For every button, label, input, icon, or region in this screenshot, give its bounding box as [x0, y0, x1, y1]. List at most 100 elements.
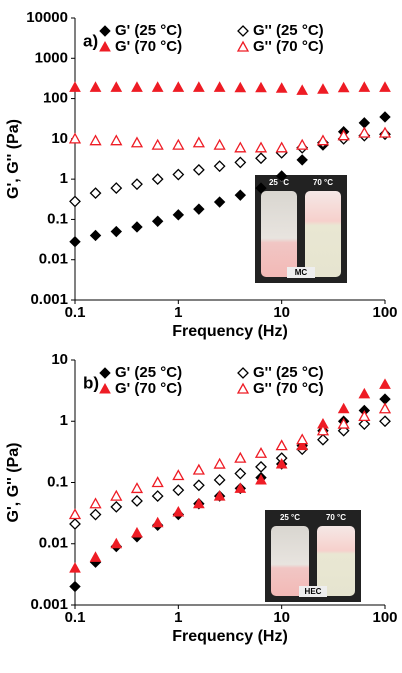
data-point [296, 84, 309, 95]
data-point [130, 482, 144, 494]
data-point [110, 489, 123, 501]
data-point [151, 173, 164, 186]
x-axis-label: Frequency (Hz) [172, 323, 288, 340]
data-point [89, 497, 102, 509]
data-point [213, 474, 226, 486]
legend-label: G' (70 °C) [115, 38, 182, 55]
legend-label: G' (25 °C) [115, 364, 182, 381]
data-point [378, 402, 392, 414]
data-point [255, 460, 267, 473]
y-tick-label: 0.1 [47, 473, 68, 490]
data-point [69, 518, 81, 530]
y-tick-label: 0.01 [39, 535, 68, 552]
data-point [192, 463, 205, 475]
data-point [234, 451, 247, 463]
data-point [151, 215, 164, 227]
panel-label: b) [83, 373, 99, 392]
data-point [358, 418, 371, 430]
data-point [193, 497, 205, 509]
data-point [131, 221, 143, 233]
data-point [358, 410, 371, 422]
legend-label: G'' (25 °C) [253, 22, 324, 39]
data-point [172, 209, 185, 221]
x-tick-label: 1 [174, 304, 182, 321]
data-point [275, 170, 288, 182]
inset-label: 70 °C [313, 178, 333, 187]
x-tick-label: 0.1 [65, 304, 86, 321]
inset-tag [299, 586, 327, 597]
data-point [213, 138, 226, 150]
data-point [151, 516, 164, 528]
legend-marker [237, 367, 249, 379]
data-point [234, 482, 247, 493]
data-point [379, 81, 391, 92]
legend-marker [236, 40, 250, 52]
data-point [89, 134, 102, 146]
data-point [130, 136, 144, 148]
data-point [151, 490, 164, 503]
data-point [296, 433, 309, 445]
data-point [89, 229, 102, 242]
data-point [89, 81, 102, 92]
data-point [151, 138, 164, 150]
x-tick-label: 0.1 [65, 609, 86, 626]
data-point [213, 81, 226, 92]
data-point [337, 81, 350, 93]
data-point [69, 235, 81, 248]
data-point [172, 484, 185, 497]
data-point [275, 458, 288, 469]
y-tick-label: 10000 [26, 9, 68, 26]
data-point [358, 126, 371, 138]
data-point [110, 500, 123, 513]
data-point [213, 490, 226, 501]
data-point [316, 134, 330, 146]
data-point [275, 82, 288, 93]
vial [271, 526, 309, 596]
data-point [110, 537, 123, 549]
data-point [255, 473, 267, 485]
data-point [316, 424, 330, 436]
legend-marker [99, 40, 111, 52]
data-point [379, 378, 391, 389]
y-tick-label: 0.01 [39, 251, 68, 268]
legend-label: G'' (70 °C) [253, 380, 324, 397]
y-tick-label: 0.001 [30, 291, 68, 308]
data-point [213, 457, 226, 469]
legend-marker [237, 25, 249, 37]
x-axis-label: Frequency (Hz) [172, 628, 288, 645]
legend-marker [236, 382, 250, 394]
data-point [296, 439, 309, 451]
data-point [275, 141, 288, 153]
data-point [358, 117, 371, 129]
data-point [193, 81, 205, 92]
data-point [131, 178, 143, 191]
x-tick-label: 100 [372, 304, 397, 321]
data-point [192, 479, 205, 492]
data-point [69, 81, 81, 92]
data-point [358, 81, 371, 92]
legend-marker [99, 25, 111, 37]
data-point [172, 505, 185, 517]
legend-label: G'' (25 °C) [253, 364, 324, 381]
inset-tag [287, 267, 315, 278]
legend-label: G' (25 °C) [115, 22, 182, 39]
data-point [151, 81, 164, 92]
data-point [234, 156, 247, 169]
x-tick-label: 10 [273, 304, 290, 321]
y-tick-label: 10 [51, 130, 68, 147]
legend-marker [99, 367, 111, 379]
data-point [110, 182, 123, 194]
data-point [131, 81, 143, 92]
data-point [254, 141, 268, 153]
inset-label: 70 °C [326, 513, 346, 522]
data-point [172, 138, 185, 150]
data-point [89, 508, 102, 521]
data-point [213, 196, 226, 208]
data-point [275, 439, 288, 451]
data-point [172, 168, 185, 181]
data-point [317, 433, 329, 446]
data-point [131, 526, 143, 538]
data-point [193, 203, 205, 215]
inset-label: HEC [305, 587, 322, 596]
